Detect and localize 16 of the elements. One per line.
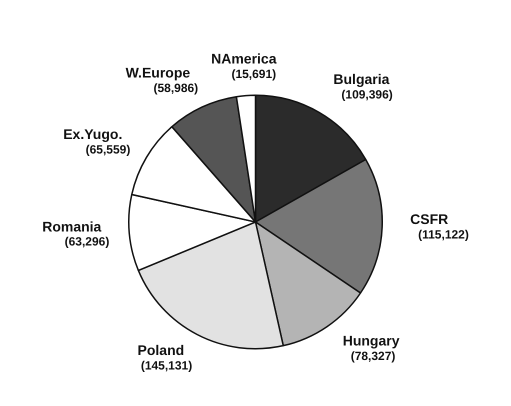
data-label: (63,296): [64, 234, 110, 249]
slice-label: Ex.Yugo.: [63, 126, 122, 142]
data-label: (78,327): [350, 349, 396, 364]
slice-label: Poland: [138, 342, 184, 358]
slice-label: Hungary: [342, 332, 400, 349]
slice-label: NAmerica: [211, 50, 277, 67]
data-label: (58,986): [153, 81, 198, 96]
data-label: (65,559): [86, 142, 130, 156]
data-label: (109,396): [341, 88, 393, 102]
data-label: (115,122): [418, 227, 469, 242]
slice-label: Bulgaria: [333, 71, 390, 88]
slice-label: W.Europe: [126, 64, 190, 81]
slice-label: Romania: [42, 218, 102, 234]
data-label: (145,131): [140, 358, 192, 373]
slice-label: CSFR: [410, 210, 448, 227]
data-label: (15,691): [231, 67, 276, 82]
